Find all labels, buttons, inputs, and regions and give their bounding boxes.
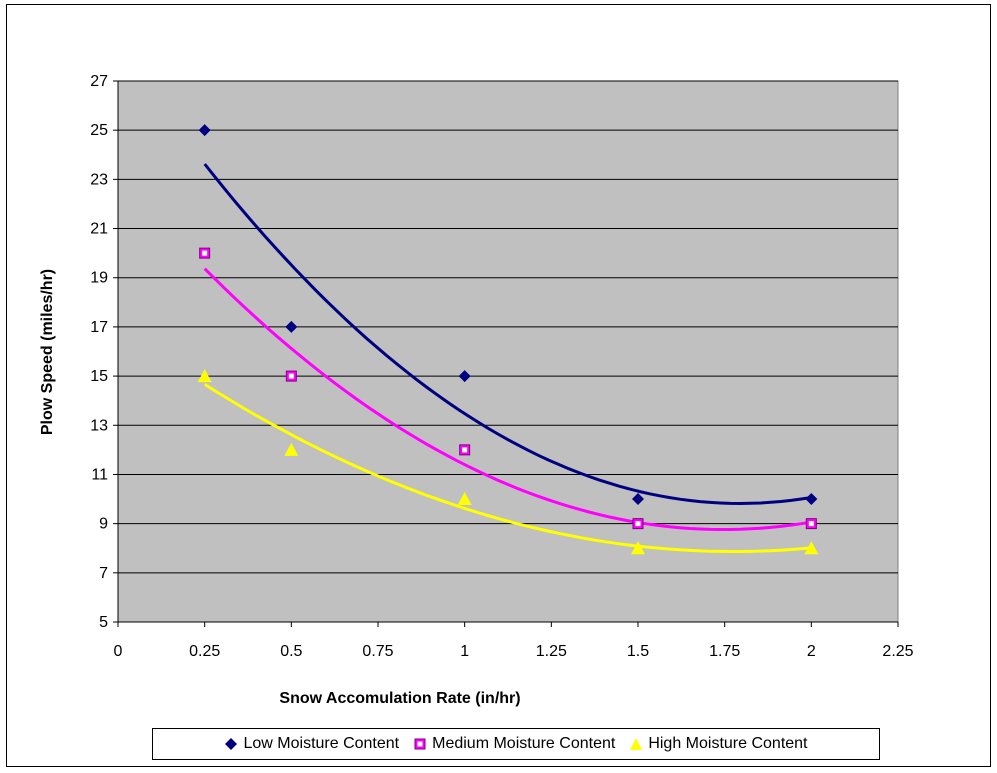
square-marker-icon: [414, 738, 426, 750]
plot-area: [117, 80, 899, 623]
point-high-moisture-content: [284, 442, 299, 456]
diamond-marker-icon: [225, 738, 238, 750]
legend-label-high: High Moisture Content: [648, 735, 808, 752]
square-marker-inner: [635, 521, 641, 527]
point-high-moisture-content: [804, 541, 819, 555]
x-tick-label: 0.5: [280, 643, 302, 660]
legend-label-low: Low Moisture Content: [243, 735, 400, 752]
y-tick-label: 21: [90, 221, 108, 238]
triangle-marker-icon: [630, 738, 643, 750]
x-axis-title: Snow Accomulation Rate (in/hr): [279, 690, 520, 707]
y-tick-label: 19: [90, 270, 108, 287]
point-high-moisture-content: [631, 541, 645, 555]
point-low-moisture-content: [805, 493, 818, 506]
y-tick-label: 7: [99, 565, 108, 582]
x-tick-label: 1.5: [627, 643, 649, 660]
y-tick-label: 27: [90, 73, 108, 90]
square-marker-inner: [202, 250, 208, 256]
gridlines: [118, 80, 898, 574]
square-marker-inner: [808, 521, 814, 527]
legend-item-low: Low Moisture Content: [224, 735, 399, 753]
trendline-medium-moisture-content: [203, 267, 812, 531]
y-tick-label: 23: [90, 171, 108, 188]
point-low-moisture-content: [458, 370, 471, 383]
data-points: [197, 124, 819, 555]
point-high-moisture-content: [457, 492, 472, 506]
x-tick-label: 2.25: [882, 643, 913, 660]
square-marker-inner: [288, 373, 294, 379]
y-axis-title: Plow Speed (miles/hr): [39, 269, 56, 435]
x-tick-label: 1.75: [709, 643, 740, 660]
legend-item-medium: Medium Moisture Content: [413, 735, 615, 753]
square-marker-inner: [462, 447, 468, 453]
x-tick-label: 1.25: [536, 643, 567, 660]
point-low-moisture-content: [198, 124, 211, 137]
trendline-high-moisture-content: [203, 383, 812, 553]
y-tick-label: 9: [99, 516, 108, 533]
point-medium-moisture-content: [632, 518, 644, 530]
trendlines: [203, 163, 812, 553]
axes: 5 7 9 11 13 15 17 19 21 23 25 27 0 0.25 0.5 0.75 1 1.25 1.…: [90, 73, 913, 660]
y-tick-label: 13: [90, 417, 108, 434]
point-low-moisture-content: [632, 493, 644, 506]
y-tick-label: 5: [99, 614, 108, 631]
legend: Low Moisture Content Medium Moisture Con…: [152, 728, 880, 760]
x-tick-label: 0: [114, 643, 123, 660]
y-tick-label: 15: [90, 368, 108, 385]
point-medium-moisture-content: [199, 247, 211, 259]
y-tick-label: 25: [90, 122, 108, 139]
point-high-moisture-content: [197, 369, 212, 383]
point-medium-moisture-content: [285, 370, 297, 382]
x-tick-label: 0.75: [362, 643, 393, 660]
point-medium-moisture-content: [805, 518, 817, 530]
y-tick-label: 11: [91, 466, 108, 483]
trendline-low-moisture-content: [203, 163, 812, 506]
x-tick-label: 2: [807, 643, 816, 660]
x-tick-label: 1: [460, 643, 469, 660]
legend-label-medium: Medium Moisture Content: [432, 735, 616, 752]
x-tick-label: 0.25: [189, 643, 220, 660]
legend-item-high: High Moisture Content: [629, 735, 808, 753]
point-medium-moisture-content: [459, 444, 471, 456]
point-low-moisture-content: [285, 320, 298, 333]
y-tick-label: 17: [90, 319, 108, 336]
